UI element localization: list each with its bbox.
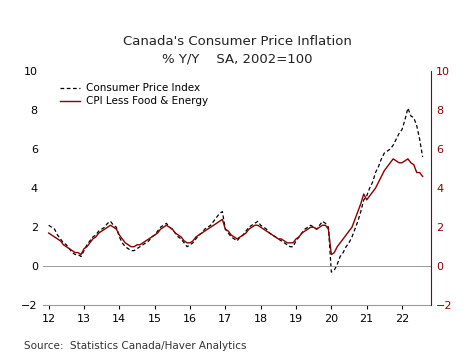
Text: Source:  Statistics Canada/Haver Analytics: Source: Statistics Canada/Haver Analytic… bbox=[24, 342, 246, 351]
Legend: Consumer Price Index, CPI Less Food & Energy: Consumer Price Index, CPI Less Food & En… bbox=[60, 83, 208, 106]
Title: Canada's Consumer Price Inflation
% Y/Y    SA, 2002=100: Canada's Consumer Price Inflation % Y/Y … bbox=[123, 35, 351, 66]
